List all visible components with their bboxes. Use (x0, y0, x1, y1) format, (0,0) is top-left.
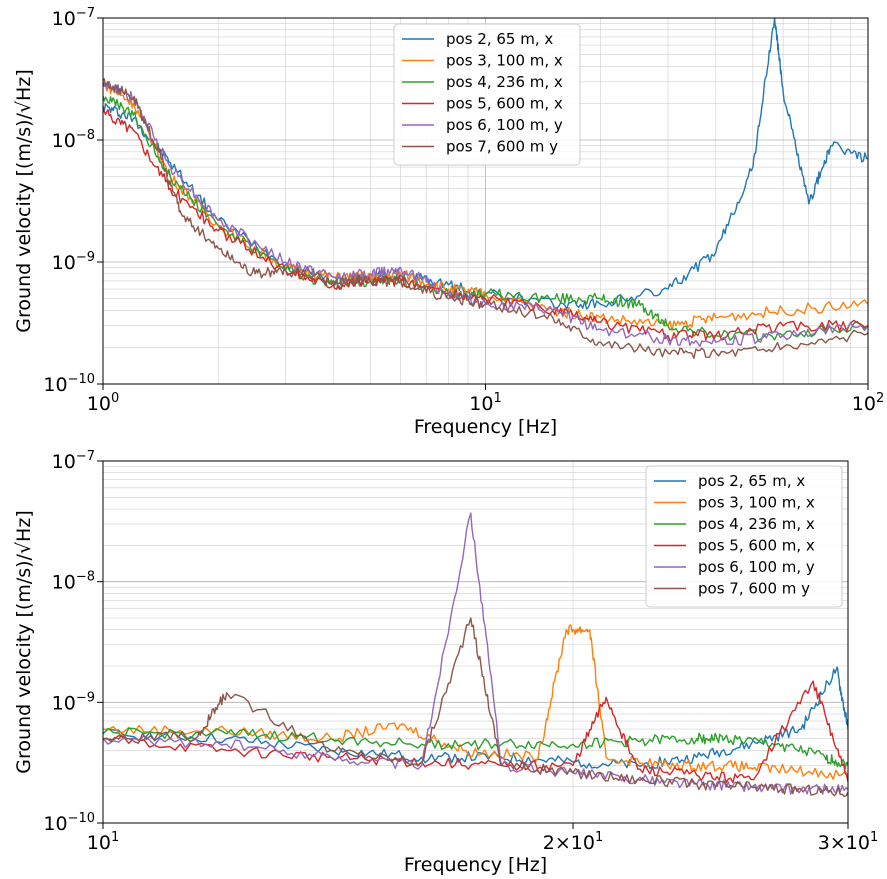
legend-label-5: pos 6, 100 m, y (698, 558, 815, 576)
legend-label-4: pos 5, 600 m, x (446, 95, 563, 113)
y-tick-label: 10−7 (52, 449, 95, 473)
y-axis-label: Ground velocity [(m/s)/√Hz] (13, 510, 35, 773)
y-axis-label: Ground velocity [(m/s)/√Hz] (13, 69, 35, 332)
series-group (103, 512, 848, 798)
legend-label-1: pos 2, 65 m, x (698, 472, 805, 490)
legend-label-4: pos 5, 600 m, x (698, 537, 815, 555)
x-tick-label: 101 (87, 830, 119, 854)
ticks: 100 101 102 10−10 10−9 10−8 10−7 (43, 6, 884, 415)
legend: pos 2, 65 m, x pos 3, 100 m, x pos 4, 236 … (645, 465, 843, 608)
x-axis-label: Frequency [Hz] (414, 416, 557, 438)
series-line-6 (103, 78, 868, 359)
legend-box (645, 465, 843, 608)
chart-1: 100 101 102 10−10 10−9 10−8 10−7 Frequency [Hz]… (13, 6, 884, 438)
y-tick-label: 10−8 (52, 570, 95, 594)
chart-2: 101 2×101 3×101 10−10 10−9 10−8 10−7 Frequency … (13, 449, 878, 876)
x-axis-label: Frequency [Hz] (404, 854, 547, 876)
y-tick-label: 10−10 (43, 811, 95, 835)
plot-frame (102, 460, 849, 824)
x-tick-label: 100 (87, 391, 119, 415)
series-line-1 (103, 666, 848, 770)
series-line-5 (103, 80, 868, 348)
y-tick-label: 10−7 (52, 6, 95, 30)
series-line-3 (103, 727, 848, 770)
y-tick-label: 10−10 (43, 372, 95, 396)
x-tick-label: 101 (469, 391, 501, 415)
legend-label-3: pos 4, 236 m, x (698, 515, 815, 533)
x-tick-label: 3×101 (818, 830, 878, 854)
series-line-4 (103, 680, 848, 784)
legend-label-5: pos 6, 100 m, y (446, 116, 563, 134)
y-tick-label: 10−9 (52, 690, 95, 714)
legend-label-2: pos 3, 100 m, x (446, 52, 563, 70)
legend-label-2: pos 3, 100 m, x (698, 494, 815, 512)
legend-label-6: pos 7, 600 m y (446, 138, 558, 156)
series-line-4 (103, 109, 868, 342)
legend: pos 2, 65 m, x pos 3, 100 m, x pos 4, 236 … (393, 23, 581, 166)
y-tick-label: 10−8 (52, 128, 95, 152)
legend-box (393, 23, 581, 166)
legend-label-6: pos 7, 600 m y (698, 580, 810, 598)
legend-label-3: pos 4, 236 m, x (446, 73, 563, 91)
ticks: 101 2×101 3×101 10−10 10−9 10−8 10−7 (43, 449, 878, 854)
series-group (103, 18, 868, 359)
legend-label-1: pos 2, 65 m, x (446, 30, 553, 48)
series-line-6 (103, 617, 848, 798)
x-tick-label: 2×101 (543, 830, 603, 854)
x-tick-label: 102 (852, 391, 884, 415)
y-tick-label: 10−9 (52, 250, 95, 274)
